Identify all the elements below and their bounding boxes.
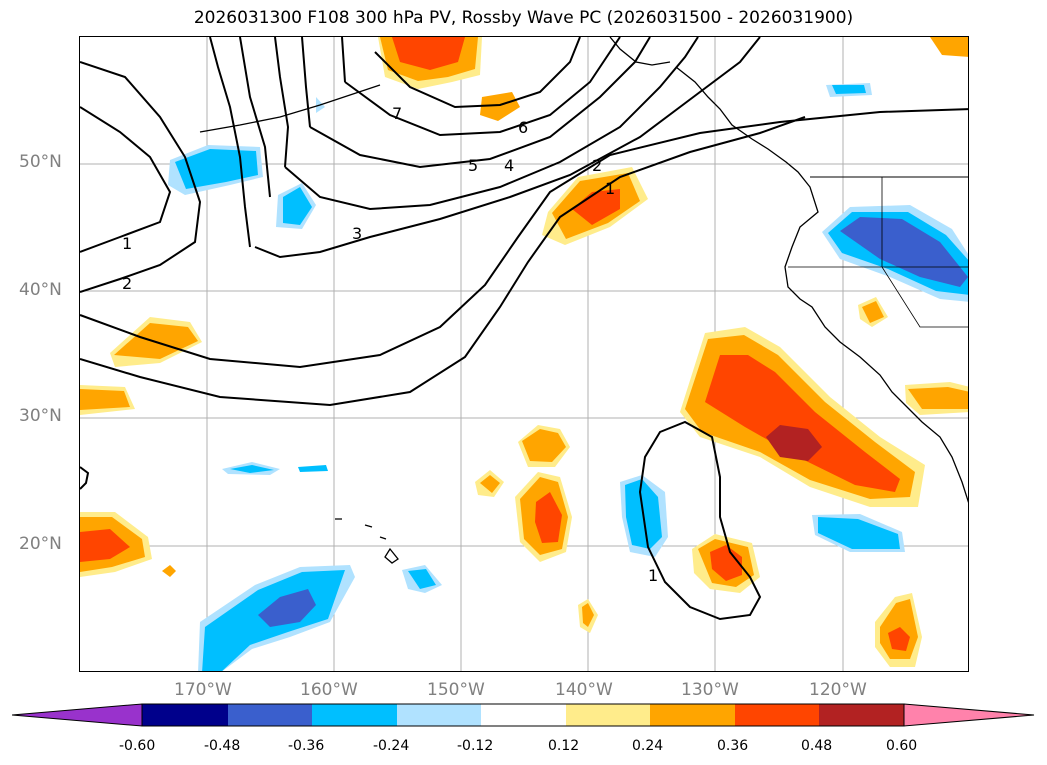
map-svg: 1 2 3 4 5 6 7 2 1 1 — [80, 37, 968, 671]
positive-anomaly — [80, 389, 130, 410]
colorbar-tick-label: 0.48 — [801, 738, 833, 754]
pv-contour — [341, 37, 621, 137]
pv-contour — [80, 61, 202, 293]
colorbar-tick-label: -0.24 — [373, 738, 410, 754]
positive-anomaly — [862, 301, 884, 323]
lon-label-130w: 130°W — [681, 680, 739, 700]
lat-label-50n: 50°N — [19, 152, 62, 172]
lon-label-120w: 120°W — [809, 680, 867, 700]
contour-label: 5 — [468, 156, 478, 175]
colorbar-segment — [735, 704, 819, 726]
pv-contour — [80, 108, 968, 369]
pv-contour — [209, 37, 251, 248]
colorbar-tick-label: -0.48 — [204, 738, 241, 754]
negative-anomaly — [840, 217, 968, 287]
positive-anomaly — [392, 37, 465, 70]
negative-anomaly — [230, 465, 274, 473]
positive-anomaly — [766, 425, 822, 461]
pv-contour — [254, 37, 761, 259]
colorbar-tick-label: -0.60 — [119, 738, 156, 754]
contour-label: 6 — [518, 118, 528, 137]
colorbar-tick-label: 0.24 — [632, 738, 664, 754]
lat-label-30n: 30°N — [19, 406, 62, 426]
map-title: 2026031300 F108 300 hPa PV, Rossby Wave … — [193, 8, 854, 28]
positive-anomaly — [710, 545, 742, 581]
coastline — [199, 84, 381, 133]
coastline — [675, 66, 968, 503]
negative-anomaly — [175, 149, 258, 189]
negative-anomaly — [818, 517, 900, 549]
coastlines — [199, 37, 968, 564]
colorbar — [12, 703, 1035, 727]
negative-anomaly — [832, 85, 866, 94]
pv-contour — [80, 466, 90, 490]
positive-anomaly — [480, 475, 500, 493]
colorbar-segment — [312, 704, 397, 726]
positive-anomaly — [80, 529, 130, 562]
positive-anomaly — [572, 189, 620, 225]
contour-label: 1 — [122, 234, 132, 253]
colorbar-tick-label: 0.60 — [886, 738, 918, 754]
pv-contour — [239, 37, 271, 198]
positive-anomaly — [930, 37, 968, 57]
colorbar-tick-label: -0.12 — [457, 738, 494, 754]
negative-anomaly — [408, 569, 436, 589]
positive-anomaly — [582, 603, 594, 627]
pv-anomaly-fill — [80, 37, 968, 671]
colorbar-tick-label: 0.36 — [717, 738, 749, 754]
pv-contour — [374, 37, 581, 109]
colorbar-segment — [142, 704, 228, 726]
pv-contour — [80, 106, 172, 253]
lat-label-20n: 20°N — [19, 534, 62, 554]
colorbar-segment — [819, 704, 904, 726]
colorbar-segment — [228, 704, 312, 726]
colorbar-over — [903, 703, 1035, 727]
colorbar-outline — [141, 703, 905, 727]
contour-label: 3 — [352, 224, 362, 243]
colorbar-segment — [481, 704, 566, 726]
contour-labels: 1 2 3 4 5 6 7 2 1 1 — [122, 104, 658, 585]
positive-anomaly — [908, 387, 968, 409]
negative-anomaly — [258, 589, 316, 627]
negative-anomaly — [298, 465, 328, 472]
colorbar-tick-label: -0.36 — [288, 738, 325, 754]
state-border — [881, 177, 968, 328]
negative-anomaly — [283, 187, 312, 225]
lon-label-140w: 140°W — [555, 680, 613, 700]
pv-contour — [638, 420, 762, 621]
pv-contours — [80, 37, 968, 621]
lon-label-150w: 150°W — [427, 680, 485, 700]
positive-anomaly — [480, 92, 520, 121]
positive-anomaly — [888, 627, 910, 651]
colorbar-under — [12, 703, 143, 727]
contour-label: 4 — [504, 156, 514, 175]
contour-label: 7 — [392, 104, 402, 123]
map-panel[interactable]: 1 2 3 4 5 6 7 2 1 1 — [79, 36, 969, 672]
hawaii — [335, 518, 399, 564]
contour-label: 1 — [605, 179, 615, 198]
positive-anomaly — [535, 492, 562, 543]
pv-contour — [301, 37, 651, 169]
positive-anomaly — [522, 429, 566, 462]
lat-label-40n: 40°N — [19, 280, 62, 300]
colorbar-segment — [650, 704, 735, 726]
colorbar-tick-label: 0.12 — [548, 738, 580, 754]
positive-anomaly — [162, 565, 176, 577]
lon-label-170w: 170°W — [174, 680, 232, 700]
colorbar-segment — [397, 704, 481, 726]
contour-label: 2 — [122, 274, 132, 293]
colorbar-segment — [566, 704, 650, 726]
contour-label: 1 — [648, 566, 658, 585]
coastline — [609, 37, 671, 66]
lon-label-160w: 160°W — [300, 680, 358, 700]
pv-contour — [274, 37, 699, 211]
pv-contour — [80, 116, 806, 407]
positive-anomaly — [705, 355, 900, 492]
contour-label: 2 — [592, 156, 602, 175]
